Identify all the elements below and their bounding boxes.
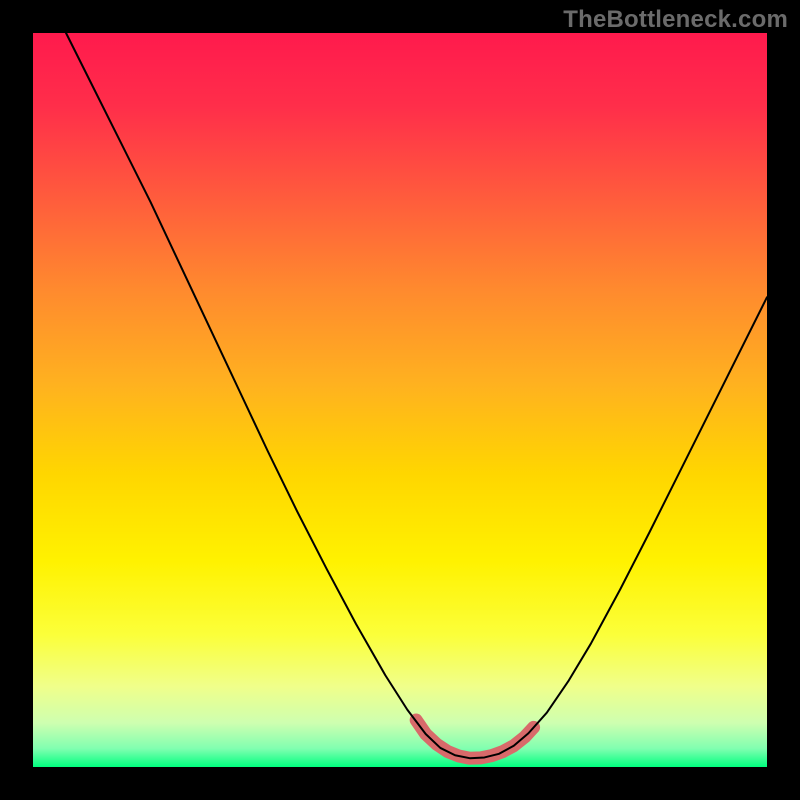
watermark-text: TheBottleneck.com <box>563 6 788 34</box>
bottleneck-chart: TheBottleneck.com <box>0 0 800 800</box>
plot-background <box>33 33 767 767</box>
chart-svg <box>0 0 800 800</box>
